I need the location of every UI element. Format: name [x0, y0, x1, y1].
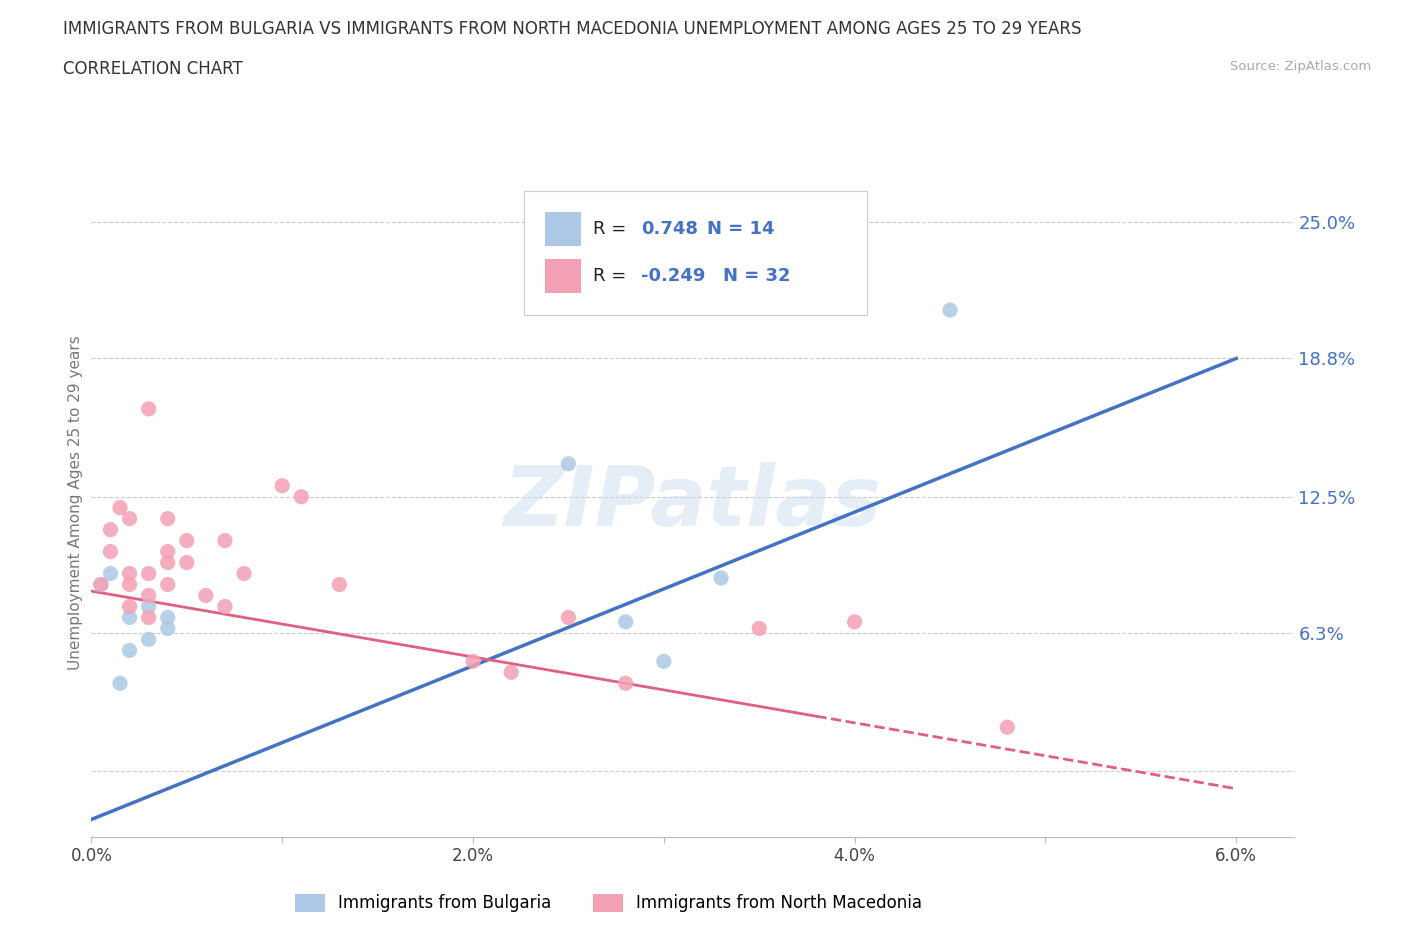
FancyBboxPatch shape: [544, 259, 581, 293]
Point: [138, 599, 160, 614]
Point: [939, 302, 962, 317]
Point: [138, 588, 160, 603]
Point: [100, 523, 122, 538]
Text: ZIPatlas: ZIPatlas: [503, 461, 882, 543]
Point: [501, 665, 523, 680]
Point: [557, 457, 579, 472]
Point: [214, 599, 236, 614]
Point: [844, 615, 866, 630]
Point: [108, 500, 131, 515]
Point: [156, 610, 179, 625]
Point: [461, 654, 484, 669]
Text: Source: ZipAtlas.com: Source: ZipAtlas.com: [1230, 60, 1371, 73]
Point: [118, 599, 141, 614]
Text: 0.748: 0.748: [641, 220, 697, 238]
Point: [90, 578, 112, 592]
FancyBboxPatch shape: [544, 212, 581, 246]
Point: [156, 544, 179, 559]
Point: [138, 632, 160, 647]
Point: [156, 512, 179, 526]
Point: [118, 643, 141, 658]
Point: [614, 615, 637, 630]
Y-axis label: Unemployment Among Ages 25 to 29 years: Unemployment Among Ages 25 to 29 years: [67, 335, 83, 670]
Point: [100, 566, 122, 581]
Point: [214, 533, 236, 548]
Text: IMMIGRANTS FROM BULGARIA VS IMMIGRANTS FROM NORTH MACEDONIA UNEMPLOYMENT AMONG A: IMMIGRANTS FROM BULGARIA VS IMMIGRANTS F…: [63, 20, 1081, 38]
Point: [328, 578, 350, 592]
Point: [118, 512, 141, 526]
Point: [176, 533, 198, 548]
Point: [156, 555, 179, 570]
Point: [194, 588, 217, 603]
Point: [138, 610, 160, 625]
Point: [138, 566, 160, 581]
Text: N = 14: N = 14: [707, 220, 775, 238]
Text: R =: R =: [593, 267, 631, 285]
Point: [118, 578, 141, 592]
Point: [614, 676, 637, 691]
Point: [710, 570, 733, 585]
Point: [652, 654, 675, 669]
Point: [118, 566, 141, 581]
Text: N = 32: N = 32: [723, 267, 790, 285]
Text: R =: R =: [593, 220, 631, 238]
Legend: Immigrants from Bulgaria, Immigrants from North Macedonia: Immigrants from Bulgaria, Immigrants fro…: [288, 887, 929, 919]
Point: [108, 676, 131, 691]
Point: [156, 621, 179, 636]
Point: [995, 720, 1018, 735]
Point: [118, 610, 141, 625]
Point: [138, 402, 160, 417]
Point: [156, 578, 179, 592]
Point: [90, 578, 112, 592]
Point: [233, 566, 256, 581]
Point: [290, 489, 312, 504]
FancyBboxPatch shape: [524, 191, 866, 314]
Point: [748, 621, 770, 636]
Text: CORRELATION CHART: CORRELATION CHART: [63, 60, 243, 78]
Point: [100, 544, 122, 559]
Point: [557, 610, 579, 625]
Point: [271, 478, 294, 493]
Text: -0.249: -0.249: [641, 267, 706, 285]
Point: [176, 555, 198, 570]
